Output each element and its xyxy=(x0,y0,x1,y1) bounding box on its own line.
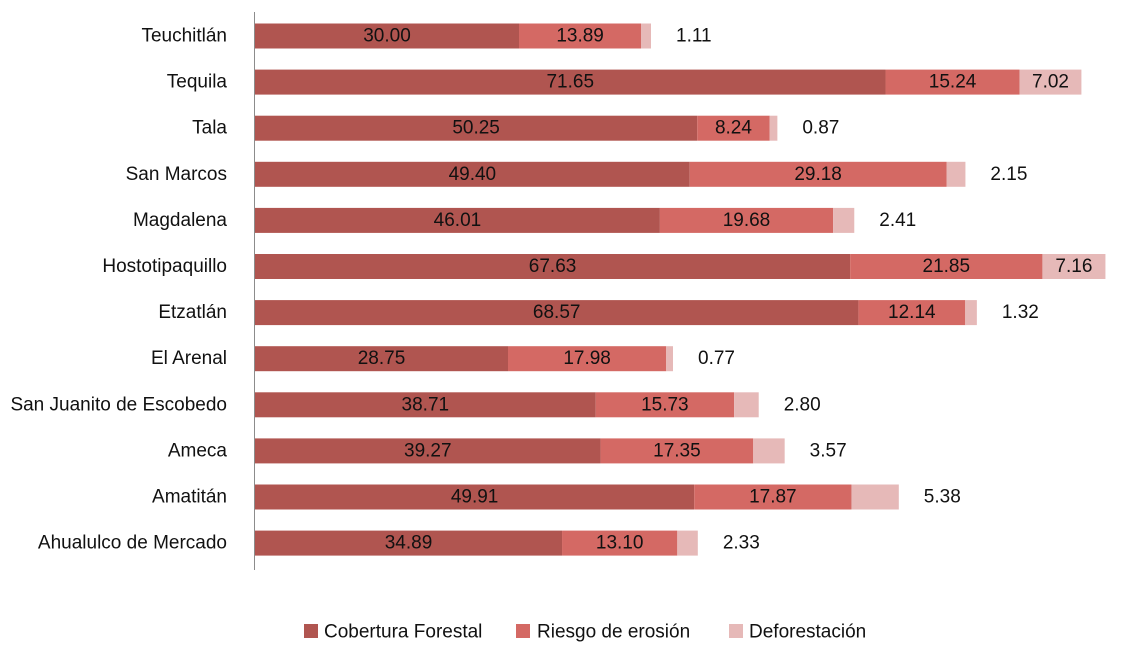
bar-segment-deforestacion xyxy=(1019,69,1082,95)
category-label: San Marcos xyxy=(126,164,227,185)
data-label: 2.41 xyxy=(879,210,916,231)
data-label: 2.15 xyxy=(990,164,1027,185)
bar-segment-cobertura-forestal xyxy=(255,23,519,49)
bar-segment-riesgo-de-erosion xyxy=(858,300,966,326)
data-label: 5.38 xyxy=(924,487,961,508)
data-label: 38.71 xyxy=(402,394,450,415)
bar-segment-cobertura-forestal xyxy=(255,300,859,326)
category-label: Magdalena xyxy=(133,210,227,231)
data-label: 29.18 xyxy=(794,164,842,185)
bar-segment-cobertura-forestal xyxy=(255,161,690,187)
data-label: 46.01 xyxy=(434,210,482,231)
data-label: 39.27 xyxy=(404,440,452,461)
data-label: 17.87 xyxy=(749,487,797,508)
data-label: 1.32 xyxy=(1002,302,1039,323)
data-label: 50.25 xyxy=(452,118,500,139)
bar-segment-riesgo-de-erosion xyxy=(595,392,735,418)
data-label: 19.68 xyxy=(723,210,771,231)
legend-swatch xyxy=(516,624,530,638)
bar-segment-deforestacion xyxy=(666,346,673,372)
data-label: 3.57 xyxy=(810,440,847,461)
data-label: 0.77 xyxy=(698,348,735,369)
data-label: 71.65 xyxy=(546,72,594,93)
bar-segment-riesgo-de-erosion xyxy=(508,346,667,372)
bar-segment-cobertura-forestal xyxy=(255,392,596,418)
category-label: Ameca xyxy=(168,440,228,461)
category-label: Tala xyxy=(192,118,227,139)
data-label: 30.00 xyxy=(363,26,411,47)
bar-segment-deforestacion xyxy=(946,161,966,187)
bar-segment-cobertura-forestal xyxy=(255,69,886,95)
data-label: 13.10 xyxy=(596,533,644,554)
bar-segment-cobertura-forestal xyxy=(255,438,601,464)
category-label: Teuchitlán xyxy=(141,26,227,47)
bar-segment-deforestacion xyxy=(677,530,698,556)
data-label: 8.24 xyxy=(715,118,752,139)
bar-segment-cobertura-forestal xyxy=(255,530,563,556)
legend-label: Deforestación xyxy=(749,622,866,643)
category-label: Hostotipaquillo xyxy=(102,256,227,277)
bar-segment-deforestacion xyxy=(851,484,899,510)
bar-segment-deforestacion xyxy=(1042,254,1106,279)
bar-segment-deforestacion xyxy=(753,438,785,464)
bar-segment-riesgo-de-erosion xyxy=(697,115,770,141)
bar-segment-deforestacion xyxy=(833,207,855,233)
data-label: 2.80 xyxy=(784,394,821,415)
data-label: 7.16 xyxy=(1055,256,1092,277)
bar-segment-deforestacion xyxy=(641,23,651,49)
data-label: 67.63 xyxy=(529,256,577,277)
legend-swatch xyxy=(304,624,318,638)
plot-area: Teuchitlán 30.00 13.89 1.11 Tequila 71.65 15.2… xyxy=(10,12,1106,570)
legend-label: Cobertura Forestal xyxy=(324,622,482,643)
bar-segment-riesgo-de-erosion xyxy=(850,254,1043,279)
data-label: 12.14 xyxy=(888,302,936,323)
bar-segment-riesgo-de-erosion xyxy=(689,161,947,187)
data-label: 7.02 xyxy=(1032,72,1069,93)
legend-swatch xyxy=(729,624,743,638)
category-label: Amatitán xyxy=(152,487,227,508)
bar-segment-deforestacion xyxy=(769,115,778,141)
data-label: 0.87 xyxy=(802,118,839,139)
category-label: Etzatlán xyxy=(158,302,227,323)
bar-segment-cobertura-forestal xyxy=(255,484,695,510)
bar-segment-cobertura-forestal xyxy=(255,346,508,372)
data-label: 15.24 xyxy=(929,72,977,93)
category-label: Tequila xyxy=(167,72,228,93)
bar-segment-riesgo-de-erosion xyxy=(694,484,852,510)
data-label: 13.89 xyxy=(556,26,604,47)
data-label: 68.57 xyxy=(533,302,581,323)
bar-segment-deforestacion xyxy=(965,300,977,326)
bar-segment-deforestacion xyxy=(734,392,759,418)
category-label: San Juanito de Escobedo xyxy=(10,394,227,415)
data-label: 49.40 xyxy=(449,164,497,185)
category-label: Ahualulco de Mercado xyxy=(38,533,227,554)
bar-segment-cobertura-forestal xyxy=(255,207,660,233)
data-label: 49.91 xyxy=(451,487,499,508)
data-label: 1.11 xyxy=(676,26,712,47)
data-label: 34.89 xyxy=(385,533,433,554)
data-label: 17.98 xyxy=(563,348,611,369)
data-label: 21.85 xyxy=(923,256,971,277)
data-label: 17.35 xyxy=(653,440,701,461)
bar-segment-cobertura-forestal xyxy=(255,115,698,141)
data-label: 2.33 xyxy=(723,533,760,554)
category-label: El Arenal xyxy=(151,348,227,369)
bar-segment-riesgo-de-erosion xyxy=(885,69,1020,95)
bar-segment-riesgo-de-erosion xyxy=(600,438,754,464)
data-label: 28.75 xyxy=(358,348,406,369)
bar-segment-cobertura-forestal xyxy=(255,254,851,279)
bar-segment-riesgo-de-erosion xyxy=(519,23,642,49)
bar-segment-riesgo-de-erosion xyxy=(659,207,834,233)
data-label: 15.73 xyxy=(641,394,689,415)
legend-label: Riesgo de erosión xyxy=(537,622,690,643)
legend: Cobertura Forestal Riesgo de erosión Defor… xyxy=(304,622,866,643)
bar-segment-riesgo-de-erosion xyxy=(562,530,678,556)
